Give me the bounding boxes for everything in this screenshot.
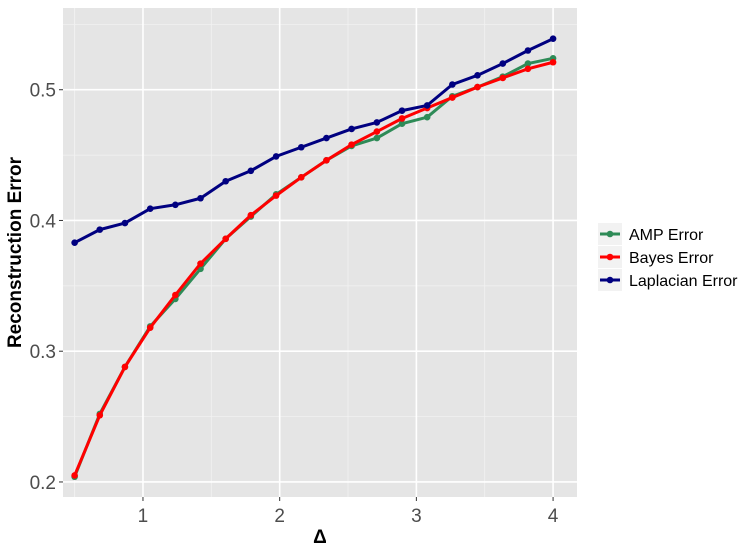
x-tick-label: 4 (548, 506, 559, 527)
data-point (71, 472, 78, 479)
data-point (272, 192, 280, 199)
data-point (499, 74, 507, 82)
data-point (549, 58, 557, 66)
x-axis: 1 2 3 4 (138, 497, 559, 527)
data-point (499, 60, 507, 67)
series-bayes-error (71, 58, 557, 479)
data-point (222, 177, 229, 185)
legend-item: Laplacian Error (598, 269, 738, 291)
data-point (474, 83, 481, 91)
data-point (297, 174, 305, 181)
data-point (96, 411, 104, 419)
series-laplacian-error (71, 35, 557, 246)
data-point (197, 260, 204, 267)
legend-label: AMP Error (629, 227, 704, 244)
legend: AMP Error Bayes Error Laplacian Error (598, 223, 738, 291)
y-tick-label: 0.2 (30, 473, 56, 494)
data-point (323, 134, 330, 142)
data-point (272, 153, 280, 160)
data-point (121, 363, 129, 371)
data-point (323, 157, 330, 164)
y-tick-label: 0.3 (30, 342, 56, 363)
data-point (524, 65, 532, 73)
legend-item: Bayes Error (598, 246, 714, 268)
legend-item: AMP Error (598, 223, 704, 245)
data-point (222, 235, 229, 243)
y-tick-label: 0.5 (30, 81, 56, 102)
series-layer (71, 35, 557, 481)
data-point (449, 94, 456, 101)
data-point (373, 119, 381, 126)
legend-key-point (606, 230, 614, 238)
y-axis: 0.2 0.3 0.4 0.5 (30, 81, 63, 494)
data-point (146, 205, 154, 212)
data-point (348, 141, 355, 148)
series-line (73, 37, 554, 245)
y-axis-title: Reconstruction Error (5, 156, 26, 348)
data-point (549, 35, 557, 43)
data-point (348, 125, 355, 133)
data-point (474, 72, 481, 79)
data-point (172, 201, 179, 209)
data-point (449, 81, 456, 88)
data-point (297, 143, 305, 151)
data-point (146, 324, 154, 331)
data-point (172, 291, 179, 299)
data-point (423, 102, 431, 109)
data-point (121, 219, 129, 227)
data-point (524, 47, 532, 54)
x-axis-title: Δ (313, 527, 327, 548)
legend-key-point (606, 276, 614, 284)
legend-key-point (606, 253, 614, 261)
data-point (524, 60, 532, 67)
data-point (247, 167, 255, 175)
x-tick-label: 2 (274, 506, 285, 527)
plot-panel (63, 8, 577, 497)
x-tick-label: 1 (138, 506, 149, 527)
data-point (398, 115, 406, 122)
data-point (373, 128, 381, 135)
major-gridlines (63, 8, 577, 497)
data-point (96, 226, 104, 233)
data-point (398, 120, 406, 128)
y-tick-label: 0.4 (30, 211, 57, 232)
data-point (71, 239, 78, 246)
data-point (398, 107, 406, 114)
legend-label: Bayes Error (629, 250, 714, 267)
x-tick-label: 3 (411, 506, 422, 527)
data-point (197, 194, 204, 202)
data-point (423, 113, 431, 121)
data-point (373, 134, 381, 142)
data-point (247, 211, 255, 219)
series-line (73, 60, 554, 477)
legend-label: Laplacian Error (629, 273, 738, 290)
